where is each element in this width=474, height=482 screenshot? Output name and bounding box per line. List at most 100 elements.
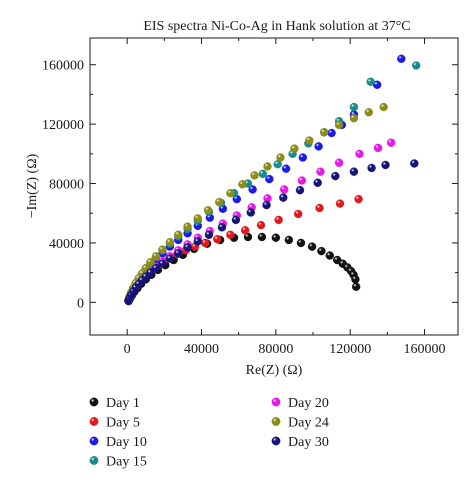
- legend-label: Day 1: [106, 396, 140, 411]
- y-tick-label: 0: [77, 296, 84, 311]
- point-day-5: [240, 226, 250, 235]
- point-day-1: [307, 242, 317, 251]
- chart-title: EIS spectra Ni-Co-Ag in Hank solution at…: [143, 19, 410, 34]
- x-axis-label: Re(Z) (Ω): [246, 363, 303, 378]
- point-day-30: [246, 208, 255, 217]
- point-day-24: [238, 180, 247, 189]
- point-day-30: [381, 160, 390, 170]
- point-day-30: [313, 178, 322, 187]
- point-day-30: [349, 167, 359, 176]
- legend-marker: [89, 417, 99, 426]
- point-day-30: [174, 249, 183, 258]
- point-day-24: [319, 128, 329, 137]
- point-day-24: [183, 222, 192, 231]
- y-tick-label: 40000: [49, 237, 84, 252]
- point-day-1: [284, 235, 294, 245]
- legend-marker: [89, 397, 99, 407]
- point-day-24: [193, 214, 202, 223]
- point-day-5: [315, 203, 324, 213]
- point-day-5: [201, 238, 210, 248]
- point-day-5: [335, 199, 345, 208]
- y-axis-label: −Im(Z) (Ω): [25, 153, 40, 218]
- point-day-30: [193, 237, 202, 246]
- point-day-5: [274, 215, 283, 225]
- y-tick-label: 160000: [42, 59, 84, 74]
- point-day-1: [317, 246, 326, 256]
- point-day-5: [213, 235, 222, 244]
- point-day-10: [298, 153, 308, 162]
- point-day-20: [373, 143, 383, 153]
- point-day-30: [279, 193, 288, 202]
- legend-item-day-15: Day 15: [89, 455, 147, 470]
- point-day-30: [151, 263, 161, 273]
- legend-item-day-10: Day 10: [89, 435, 147, 450]
- point-day-15: [349, 102, 359, 112]
- axis-tick-labels: 0 40000 80000 120000 160000 0 40000 80000 120000…: [42, 59, 446, 357]
- point-day-20: [334, 158, 344, 167]
- data-points: [124, 54, 421, 306]
- point-day-5: [293, 209, 303, 219]
- point-day-24: [214, 197, 224, 207]
- point-day-10: [281, 164, 291, 173]
- legend: Day 1 Day 5 Day 10 Day 15 Day 20 Day 24 Day 30: [89, 396, 329, 470]
- point-day-30: [158, 259, 167, 268]
- point-day-30: [331, 171, 340, 181]
- point-day-20: [355, 149, 364, 159]
- point-day-24: [334, 120, 344, 130]
- point-day-10: [327, 128, 336, 138]
- point-day-24: [165, 237, 175, 247]
- plot-frame: [89, 37, 459, 336]
- point-day-24: [305, 136, 314, 145]
- point-day-24: [158, 245, 167, 254]
- point-day-20: [386, 138, 396, 147]
- point-day-30: [295, 186, 305, 195]
- point-day-20: [316, 167, 325, 176]
- point-day-10: [314, 142, 323, 151]
- point-day-24: [276, 153, 285, 162]
- x-tick-label: 120000: [329, 342, 371, 357]
- legend-item-day-5: Day 5: [89, 416, 140, 431]
- point-day-5: [226, 230, 235, 239]
- point-day-1: [351, 282, 361, 291]
- legend-marker: [89, 456, 99, 465]
- point-day-30: [410, 159, 419, 168]
- point-day-30: [146, 268, 155, 277]
- legend-item-day-20: Day 20: [271, 396, 329, 411]
- y-tick-label: 120000: [42, 118, 84, 133]
- legend-item-day-24: Day 24: [271, 416, 329, 431]
- point-day-15: [258, 169, 268, 179]
- legend-label: Day 20: [288, 396, 329, 411]
- point-day-24: [151, 252, 161, 261]
- legend-marker: [271, 417, 281, 426]
- point-day-5: [256, 220, 266, 230]
- y-tick-label: 80000: [49, 178, 84, 193]
- axis-ticks: [90, 38, 458, 335]
- legend-marker: [89, 436, 99, 446]
- point-day-1: [271, 233, 281, 242]
- point-day-30: [367, 163, 376, 173]
- legend-label: Day 24: [288, 416, 329, 431]
- point-day-24: [379, 102, 388, 112]
- point-day-15: [366, 77, 375, 87]
- legend-marker: [271, 397, 281, 407]
- point-day-30: [165, 254, 175, 263]
- point-day-10: [265, 174, 274, 184]
- x-tick-label: 160000: [404, 342, 446, 357]
- legend-item-day-1: Day 1: [89, 396, 140, 411]
- point-day-30: [204, 230, 214, 239]
- x-tick-label: 40000: [184, 342, 219, 357]
- point-day-1: [351, 275, 360, 284]
- legend-label: Day 5: [106, 416, 140, 431]
- legend-label: Day 15: [106, 455, 147, 470]
- x-tick-label: 80000: [258, 342, 293, 357]
- point-day-5: [354, 194, 363, 204]
- point-day-10: [397, 54, 406, 63]
- point-day-24: [226, 188, 235, 198]
- point-day-24: [290, 144, 299, 153]
- legend-item-day-30: Day 30: [271, 435, 329, 450]
- legend-label: Day 30: [288, 435, 329, 450]
- point-day-1: [257, 232, 267, 242]
- point-day-24: [174, 230, 183, 239]
- point-day-1: [296, 238, 306, 248]
